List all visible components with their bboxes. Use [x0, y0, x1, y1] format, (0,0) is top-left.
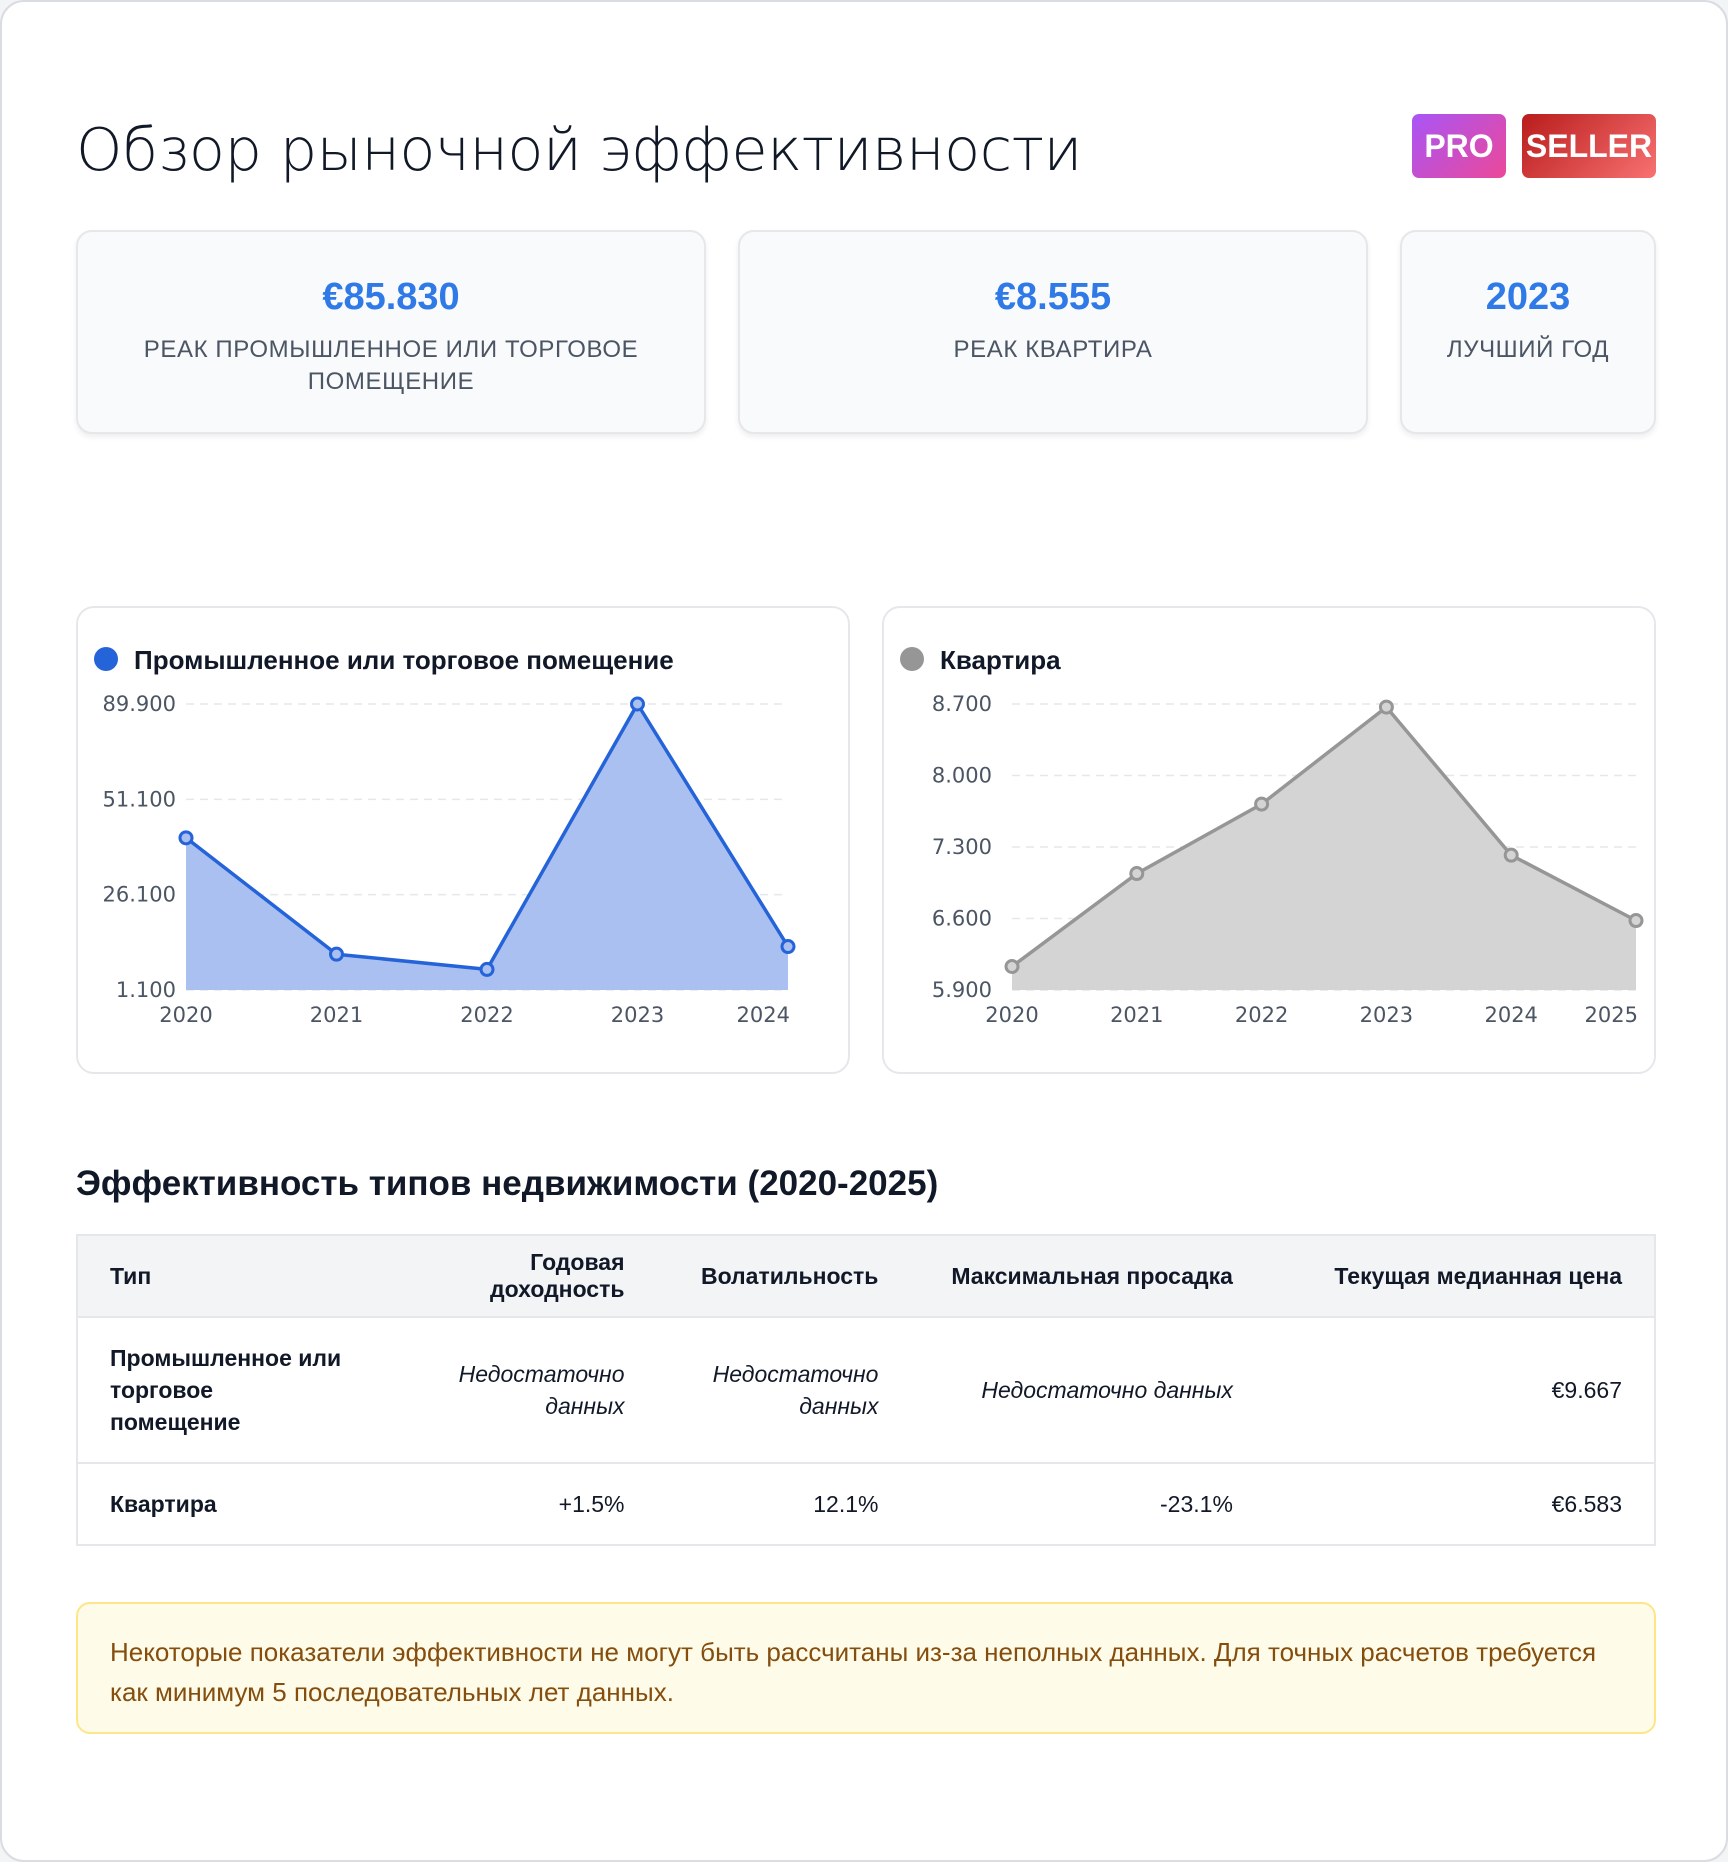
cell-max-drawdown: -23.1%	[910, 1463, 1265, 1546]
legend-dot	[900, 647, 924, 671]
y-tick-label: 8.700	[932, 692, 992, 716]
stat-card-commercial-peak: €85.830 РЕАК ПРОМЫШЛЕННОЕ ИЛИ ТОРГОВОЕ П…	[76, 230, 706, 434]
x-tick-label: 2021	[310, 1003, 363, 1027]
stat-label: ЛУЧШИЙ ГОД	[1446, 336, 1610, 363]
stat-label: РЕАК КВАРТИРА	[953, 336, 1153, 363]
stats-row: €85.830 РЕАК ПРОМЫШЛЕННОЕ ИЛИ ТОРГОВОЕ П…	[76, 230, 1656, 434]
y-tick-label: 7.300	[932, 835, 992, 859]
x-tick-label: 2023	[611, 1003, 664, 1027]
data-point[interactable]	[1628, 913, 1644, 929]
column-header-annual-return[interactable]: Годовая доходность	[376, 1235, 657, 1318]
cell-median-price: €6.583	[1264, 1463, 1655, 1546]
pro-badge: PRO	[1412, 114, 1506, 178]
performance-table: Тип Годовая доходность Волатильность Мак…	[76, 1234, 1656, 1546]
page-title: Обзор рыночной эффективности	[76, 115, 1082, 184]
stat-card-best-year: 2023 ЛУЧШИЙ ГОД	[1400, 230, 1656, 434]
y-tick-label: 51.100	[103, 787, 176, 811]
cell-volatility: 12.1%	[656, 1463, 911, 1546]
x-tick-label: 2024	[1484, 1003, 1537, 1027]
seller-badge: SELLER	[1522, 114, 1656, 178]
column-header-median-price[interactable]: Текущая медианная цена	[1264, 1235, 1655, 1318]
incomplete-data-notice: Некоторые показатели эффективности не мо…	[76, 1602, 1656, 1734]
cell-annual-return: Недостаточно данных	[376, 1317, 657, 1464]
y-tick-label: 6.600	[932, 907, 992, 931]
data-point[interactable]	[780, 939, 796, 955]
y-tick-label: 5.900	[932, 978, 992, 1002]
stat-value: €85.830	[322, 276, 460, 318]
data-point[interactable]	[1129, 866, 1145, 882]
x-tick-label: 2024	[737, 1003, 790, 1027]
y-tick-label: 8.000	[932, 764, 992, 788]
x-tick-label: 2020	[159, 1003, 212, 1027]
x-tick-label: 2020	[985, 1003, 1038, 1027]
data-point[interactable]	[178, 830, 194, 846]
cell-type: Квартира	[77, 1463, 377, 1546]
table-header-row: Тип Годовая доходность Волатильность Мак…	[77, 1235, 1655, 1318]
data-point[interactable]	[1004, 959, 1020, 975]
stat-label: РЕАК ПРОМЫШЛЕННОЕ ИЛИ ТОРГОВОЕ ПОМЕЩЕНИЕ	[143, 336, 639, 395]
column-header-max-drawdown[interactable]: Максимальная просадка	[910, 1235, 1265, 1318]
stat-value: 2023	[1485, 276, 1571, 318]
header: Обзор рыночной эффективности PRO SELLER	[76, 110, 1656, 190]
x-tick-label: 2022	[460, 1003, 513, 1027]
column-header-type[interactable]: Тип	[77, 1235, 377, 1318]
x-tick-label: 2021	[1110, 1003, 1163, 1027]
y-tick-label: 89.900	[103, 692, 176, 716]
section-title: Эффективность типов недвижимости (2020-2…	[76, 1164, 939, 1203]
data-point[interactable]	[1254, 796, 1270, 812]
series-line	[1010, 705, 1637, 968]
cell-median-price: €9.667	[1264, 1317, 1655, 1464]
x-tick-label: 2023	[1360, 1003, 1413, 1027]
series-area	[1012, 707, 1636, 990]
chart-title: Квартира	[940, 645, 1061, 675]
data-point[interactable]	[1378, 699, 1394, 715]
table-row: Квартира +1.5% 12.1% -23.1% €6.583	[77, 1463, 1655, 1546]
data-point[interactable]	[479, 961, 495, 977]
stat-card-apartment-peak: €8.555 РЕАК КВАРТИРА	[738, 230, 1368, 434]
legend-dot	[94, 647, 118, 671]
y-tick-label: 26.100	[103, 883, 176, 907]
data-point[interactable]	[1503, 847, 1519, 863]
data-point[interactable]	[630, 696, 645, 712]
cell-annual-return: +1.5%	[376, 1463, 657, 1546]
series-area	[186, 704, 788, 990]
column-header-volatility[interactable]: Волатильность	[656, 1235, 911, 1318]
table-row: Промышленное или торговое помещение Недо…	[77, 1317, 1655, 1464]
chart-title: Промышленное или торговое помещение	[134, 645, 674, 675]
cell-max-drawdown: Недостаточно данных	[910, 1317, 1265, 1464]
chart-card-apartment: 8.700 8.000 7.300 6.600 5.900 2020 2021 2022 202…	[882, 606, 1656, 1074]
cell-volatility: Недостаточно данных	[656, 1317, 911, 1464]
cell-type: Промышленное или торговое помещение	[77, 1317, 377, 1464]
chart-card-commercial: 89.900 51.100 26.100 1.100 2020 2021 2022 2023 2…	[76, 606, 850, 1074]
x-tick-label: 2022	[1235, 1003, 1288, 1027]
x-tick-label: 2025	[1585, 1003, 1638, 1027]
stat-value: €8.555	[994, 276, 1112, 318]
data-point[interactable]	[329, 946, 344, 962]
y-tick-label: 1.100	[116, 978, 176, 1002]
